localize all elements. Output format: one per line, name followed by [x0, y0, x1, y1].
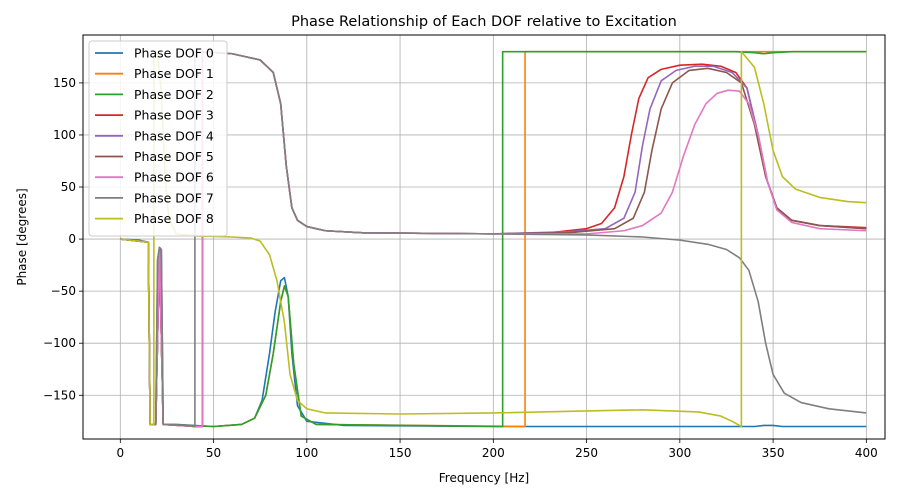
y-tick-label: 50	[61, 180, 76, 194]
plot-frame	[82, 34, 886, 440]
legend-entry-label: Phase DOF 5	[134, 149, 214, 164]
legend-entry-label: Phase DOF 3	[134, 108, 214, 123]
y-axis-label: Phase [degrees]	[15, 188, 29, 285]
x-tick-label: 100	[295, 446, 318, 460]
legend-entry-label: Phase DOF 7	[134, 190, 214, 205]
plot-lines	[120, 50, 867, 428]
legend-entry-label: Phase DOF 2	[134, 87, 214, 102]
x-tick-label: 300	[668, 446, 691, 460]
y-tick-label: −50	[51, 284, 76, 298]
legend-entry-label: Phase DOF 1	[134, 66, 214, 81]
legend-entry-label: Phase DOF 6	[134, 170, 214, 185]
x-axis-ticks: 0 50 100 150 200 250 300 350 400	[116, 439, 878, 460]
chart-title: Phase Relationship of Each DOF relative …	[291, 14, 677, 30]
x-tick-label: 50	[206, 446, 221, 460]
x-tick-label: 0	[116, 446, 124, 460]
y-tick-label: 150	[53, 76, 76, 90]
x-tick-label: 350	[762, 446, 785, 460]
y-tick-label: −150	[43, 388, 76, 402]
legend: Phase DOF 0 Phase DOF 1 Phase DOF 2 Phase D…	[88, 40, 228, 237]
series-line-dof-7	[120, 50, 867, 428]
x-tick-label: 250	[575, 446, 598, 460]
y-tick-label: −100	[43, 336, 76, 350]
y-axis-ticks: −150 −100 −50 0 50 100 150	[43, 76, 83, 402]
legend-box	[88, 40, 228, 237]
y-tick-label: 0	[68, 232, 76, 246]
legend-entry-label: Phase DOF 4	[134, 128, 214, 143]
y-tick-label: 100	[53, 128, 76, 142]
x-tick-label: 200	[482, 446, 505, 460]
x-axis-label: Frequency [Hz]	[439, 471, 530, 485]
x-tick-label: 150	[389, 446, 412, 460]
grid-lines	[83, 35, 885, 439]
x-tick-label: 400	[855, 446, 878, 460]
legend-entry-label: Phase DOF 0	[134, 46, 214, 61]
legend-entry-label: Phase DOF 8	[134, 211, 214, 226]
